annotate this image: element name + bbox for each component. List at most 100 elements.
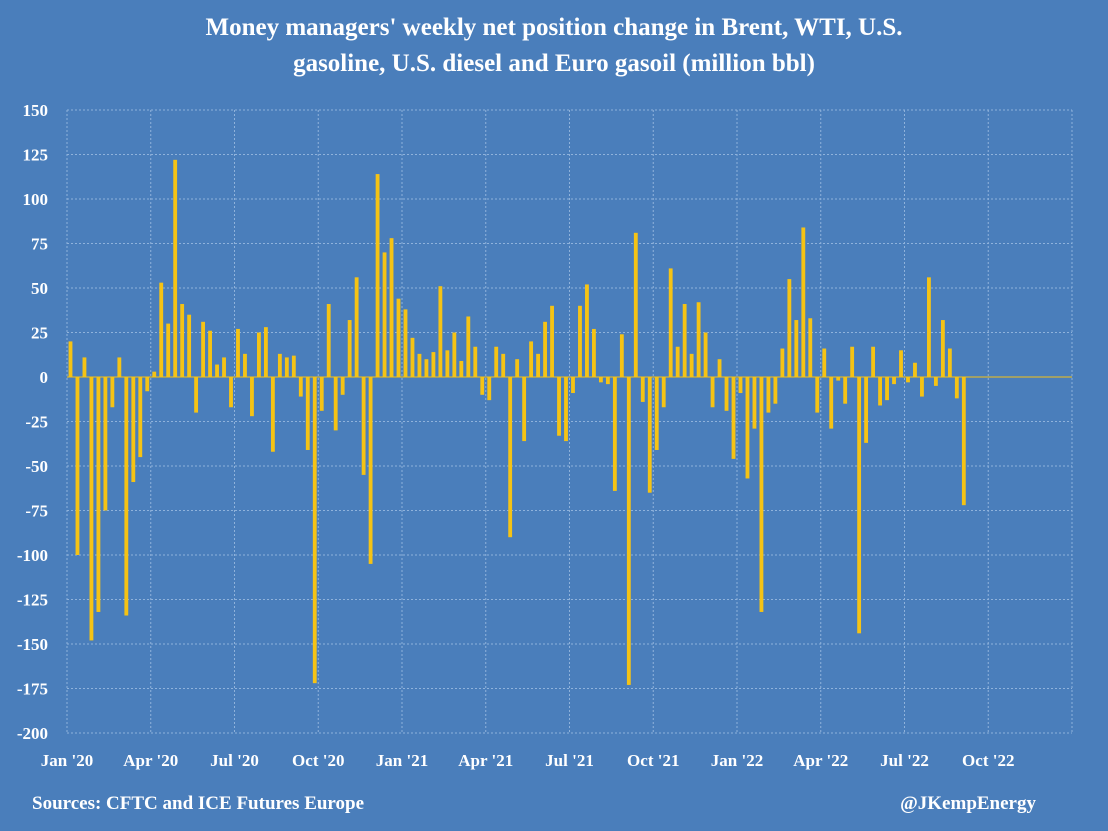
bar [766,377,771,413]
bar [661,377,666,408]
x-tick-label: Jan '22 [711,751,763,770]
bar [389,238,394,377]
grid-lines [66,109,1073,734]
bar [871,346,876,377]
bar [954,377,959,399]
bar [557,377,561,436]
bar [263,327,268,377]
bar [277,353,282,377]
bar [571,377,575,394]
bar [612,377,617,491]
bar [319,377,324,411]
bar-series [68,159,966,685]
bar [878,377,882,406]
bar [892,377,896,385]
bar [152,371,157,377]
bar [843,377,848,404]
y-tick-label: -25 [25,413,48,432]
y-tick-label: 25 [31,324,48,343]
y-tick-label: 125 [23,146,49,165]
y-tick-label: -100 [17,546,48,565]
source-note: Sources: CFTC and ICE Futures Europe [32,793,365,814]
bar [257,332,261,377]
bar [187,314,192,377]
bar [466,316,471,377]
bar [445,350,450,377]
bar [640,377,645,402]
bar [452,332,457,377]
bar [208,330,212,377]
bar [96,377,101,612]
x-tick-label: Oct '20 [292,751,344,770]
bar [543,321,547,377]
bar [82,357,87,377]
bar [459,360,464,377]
bar [250,377,254,417]
bar [229,377,233,408]
bar [480,377,485,395]
bar [724,377,729,411]
y-tick-label: -150 [17,635,48,654]
bar [885,377,889,401]
bar [550,305,554,377]
bar [899,350,903,377]
bar [815,377,820,413]
bar [759,377,764,612]
y-tick-labels: 150 125 100 75 50 25 0 -25 -50 -75 -100 -125 -150 -17… [17,101,48,743]
bar-chart: 150 125 100 75 50 25 0 -25 -50 -75 -100 -125 -150 -17… [17,101,1073,770]
bar [417,353,422,377]
y-tick-label: 50 [31,279,48,298]
bar [933,377,938,386]
bar [243,353,247,377]
bar [494,346,499,377]
bar [578,305,582,377]
bar [145,377,150,392]
bar [626,377,631,685]
x-tick-labels: Jan '20 Apr '20 Jul '20 Oct '20 Jan '21 Apr '… [41,751,1015,770]
bar [75,377,80,555]
bar [822,348,827,377]
bar [529,341,534,377]
bar [354,277,359,377]
x-tick-label: Oct '21 [627,751,679,770]
bar [284,357,289,377]
bar [410,337,415,377]
bar [647,377,652,493]
bar [752,377,757,429]
y-tick-label: -200 [17,724,48,743]
chart-title-line2: gasoline, U.S. diesel and Euro gasoil (m… [293,50,815,77]
bar [961,377,966,506]
y-tick-label: -175 [17,680,48,699]
author-handle: @JKempEnergy [900,793,1036,814]
bar [508,377,513,538]
y-tick-label: -75 [25,502,48,521]
x-tick-label: Jan '21 [376,751,428,770]
bar [222,357,226,377]
bar [124,377,129,616]
x-tick-label: Apr '22 [793,751,848,770]
bar [173,159,178,377]
bar [487,377,492,401]
bar [536,353,541,377]
bar [89,377,94,641]
bar [375,174,380,377]
bar [913,362,917,377]
bar [585,284,589,377]
bar [305,377,310,450]
bar [236,328,240,377]
bar [564,377,568,442]
bar [515,359,520,377]
bar [501,353,506,377]
bar [382,252,387,377]
bar [927,277,931,377]
bar [326,304,331,377]
bar [291,355,296,377]
bar [801,227,806,377]
bar [431,352,436,377]
bar [298,377,303,397]
bar [906,377,910,383]
bar [780,348,785,377]
x-tick-label: Apr '21 [458,751,513,770]
bar [270,377,275,452]
bar [215,364,219,377]
